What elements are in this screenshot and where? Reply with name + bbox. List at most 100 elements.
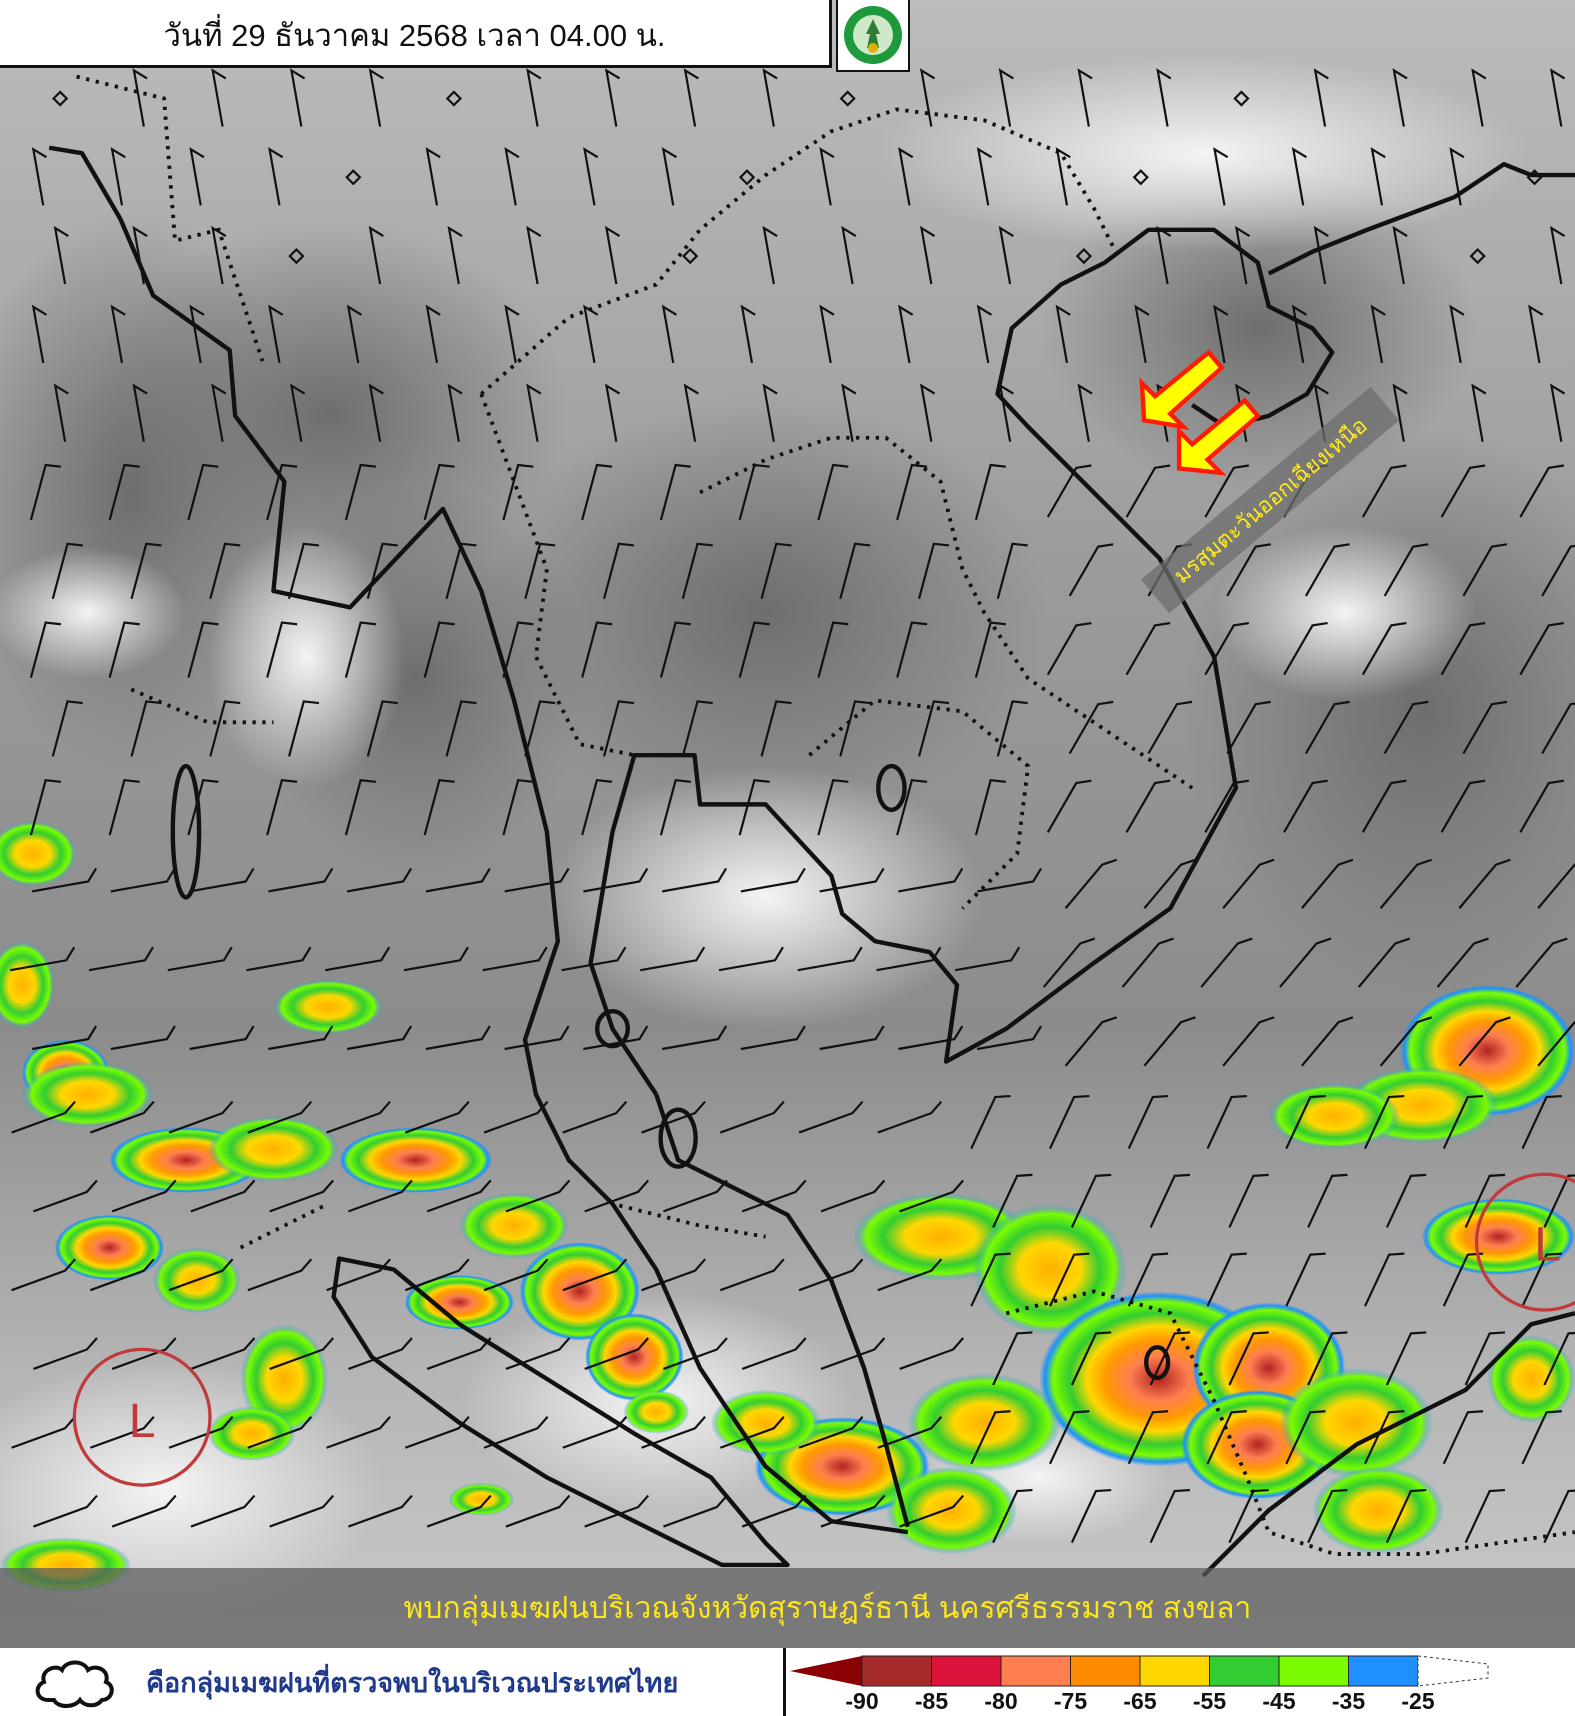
rain-cloud	[585, 1313, 684, 1401]
wind-barb	[345, 169, 362, 186]
scale-swatch	[790, 1656, 862, 1686]
wind-barb	[1077, 383, 1093, 442]
wind-barb	[602, 700, 635, 757]
wind-barb	[659, 778, 691, 836]
wind-barb	[33, 1337, 98, 1370]
wind-barb	[504, 304, 520, 364]
coastline-peninsula-east	[654, 1093, 910, 1528]
wind-barb	[1383, 700, 1429, 755]
wind-barb	[1364, 1410, 1405, 1465]
rain-cloud	[1487, 1335, 1575, 1423]
wind-barb	[992, 1173, 1033, 1228]
wind-barb	[1132, 169, 1149, 186]
wind-barb	[583, 147, 599, 206]
wind-barb	[1385, 1331, 1427, 1386]
wind-barb	[1379, 858, 1433, 909]
wind-barb	[819, 147, 835, 206]
wind-barb	[1361, 464, 1407, 518]
wind-barbs	[10, 68, 1575, 1544]
wind-barb	[246, 946, 312, 972]
wind-barb	[1469, 247, 1486, 265]
wind-barb	[1070, 1488, 1112, 1544]
wind-barb	[189, 304, 205, 364]
wind-barb	[1462, 543, 1508, 597]
wind-barb	[762, 383, 778, 442]
wind-barb	[187, 778, 219, 836]
wind-barb	[1127, 1252, 1169, 1307]
wind-barb	[110, 867, 176, 893]
wind-barb	[562, 1100, 628, 1134]
wind-barb	[1222, 1016, 1275, 1067]
scale-label: -65	[1123, 1688, 1157, 1714]
wind-barb	[1301, 858, 1354, 909]
wind-barb	[1543, 1331, 1575, 1386]
wind-barb	[1440, 464, 1486, 518]
wind-barb	[344, 463, 376, 521]
wind-barb	[1541, 702, 1575, 755]
wind-barb	[1440, 779, 1486, 833]
wind-barb	[718, 946, 784, 972]
wind-barb	[1361, 779, 1407, 833]
wind-barb	[33, 1179, 98, 1213]
wind-barb	[483, 1258, 549, 1292]
wind-barb	[683, 68, 699, 127]
wind-barb	[29, 778, 61, 836]
wind-barb	[1291, 304, 1307, 364]
legend: คือกลุ่มเมฆฝนที่ตรวจพบในบริเวณประเทศไทย …	[0, 1648, 1575, 1716]
wind-barb	[426, 1179, 492, 1213]
wind-barb	[976, 304, 993, 364]
wind-barb	[423, 463, 455, 521]
wind-barb	[289, 383, 306, 442]
wind-barb	[970, 1410, 1011, 1465]
wind-barb	[1228, 1331, 1269, 1386]
wind-barb	[1068, 543, 1114, 597]
wind-barb	[1364, 1094, 1405, 1150]
wind-barb	[1521, 1410, 1562, 1465]
wind-barb	[641, 1416, 706, 1449]
wind-barb	[1464, 1331, 1506, 1386]
wind-barb	[190, 1179, 256, 1213]
wind-barb	[820, 1179, 886, 1213]
title-box: วันที่ 29 ธันวาคม 2568 เวลา 04.00 น.	[0, 0, 832, 68]
wind-barb	[974, 778, 1006, 836]
wind-barb	[740, 867, 806, 893]
wind-barb	[504, 147, 520, 206]
scale-swatch	[861, 1655, 932, 1687]
wind-barb	[602, 542, 635, 600]
wind-barb	[348, 1179, 413, 1213]
wind-barb	[1055, 304, 1071, 364]
wind-barb	[89, 1100, 155, 1134]
scale-swatch	[931, 1655, 1002, 1687]
rain-cloud	[973, 1203, 1127, 1336]
wind-barb	[1307, 1488, 1348, 1544]
wind-barb	[819, 867, 885, 893]
wind-barb	[896, 778, 928, 836]
wind-barb	[346, 304, 363, 364]
wind-barb	[641, 1100, 706, 1134]
wind-barb	[1301, 1016, 1354, 1067]
wind-barb	[1143, 1016, 1196, 1067]
wind-barb	[741, 1494, 807, 1528]
wind-barb	[425, 1025, 491, 1051]
wind-barb	[247, 1100, 313, 1134]
wind-barb	[604, 383, 621, 442]
wind-barb	[348, 1337, 413, 1370]
wind-barb	[187, 621, 219, 678]
wind-barb	[326, 1258, 391, 1292]
wind-barb	[604, 68, 621, 127]
wind-barb	[898, 304, 914, 364]
wind-barb	[998, 383, 1014, 442]
wind-barb	[661, 1025, 728, 1051]
wind-barb	[1204, 779, 1250, 833]
wind-barb	[1307, 1173, 1348, 1228]
cloud-outline-icon	[35, 1660, 114, 1708]
cloud-patch	[207, 525, 405, 788]
wind-barb	[1064, 1016, 1118, 1067]
wind-barb	[1385, 1488, 1427, 1544]
wind-barb	[1304, 543, 1350, 597]
wind-barb	[1222, 858, 1275, 909]
wind-barb	[423, 621, 455, 678]
wind-barb	[663, 1494, 728, 1528]
wind-barb	[130, 700, 162, 757]
wind-barb	[1543, 1174, 1575, 1228]
